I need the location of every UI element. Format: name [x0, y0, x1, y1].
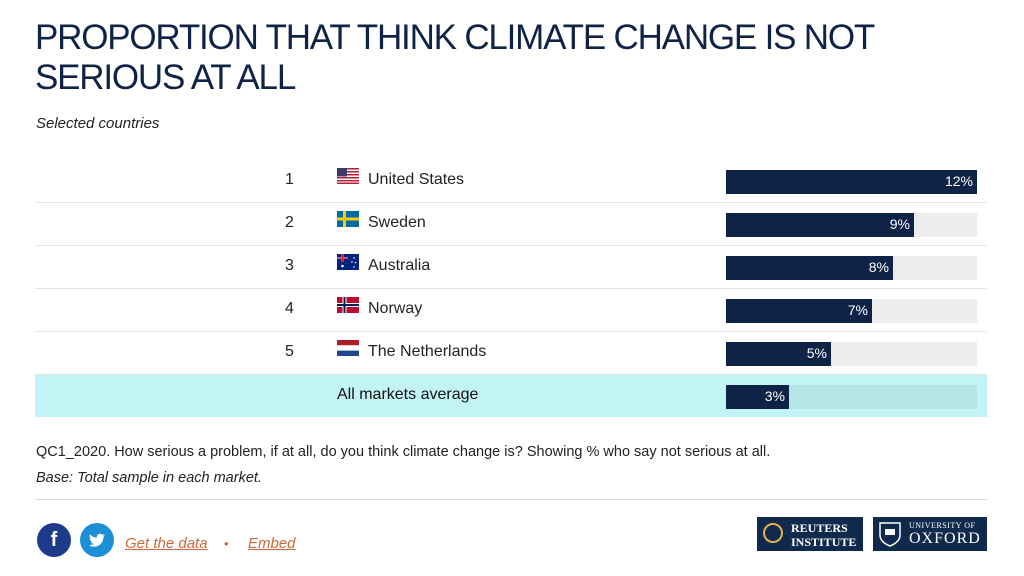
table-row: 1 United States 12%	[35, 160, 987, 203]
logo-line: REUTERS	[791, 521, 848, 535]
rank-label: 2	[285, 214, 294, 231]
bar	[726, 342, 831, 366]
chart-subtitle: Selected countries	[36, 115, 160, 132]
norway-flag-icon	[337, 297, 359, 313]
facebook-icon: f	[50, 529, 58, 551]
bar-track: 5%	[726, 342, 977, 366]
reuters-emblem-icon	[763, 523, 783, 543]
logo-line: OXFORD	[909, 530, 981, 547]
facebook-share-button[interactable]: f	[37, 523, 71, 557]
country-label: Norway	[368, 300, 423, 317]
reuters-institute-logo[interactable]: REUTERS INSTITUTE	[757, 517, 863, 551]
country-label: Sweden	[368, 214, 426, 231]
table-row: 2 Sweden 9%	[35, 203, 987, 246]
data-label: 5%	[806, 345, 827, 361]
link-separator: •	[224, 536, 229, 551]
oxford-crest-icon	[879, 522, 901, 547]
oxford-university-logo[interactable]: UNIVERSITY OF OXFORD	[873, 517, 987, 551]
survey-question: QC1_2020. How serious a problem, if at a…	[36, 444, 771, 460]
table-row: 4 Norway 7%	[35, 289, 987, 332]
rank-label: 4	[285, 300, 294, 317]
logo-line: INSTITUTE	[791, 535, 857, 549]
bar-track: 3%	[726, 385, 977, 409]
bar	[726, 299, 872, 323]
average-label: All markets average	[337, 386, 479, 403]
bar	[726, 213, 914, 237]
data-label: 3%	[764, 388, 785, 404]
average-row: All markets average 3%	[35, 375, 987, 417]
table-row: 3 Australia 8%	[35, 246, 987, 289]
bar-chart: 1 United States 12% 2 Sweden 9% 3	[35, 160, 987, 417]
bar-track: 7%	[726, 299, 977, 323]
country-label: United States	[368, 171, 465, 188]
divider	[35, 499, 987, 500]
embed-link[interactable]: Embed	[248, 535, 296, 552]
country-label: Australia	[368, 257, 431, 274]
rank-label: 3	[285, 257, 294, 274]
get-the-data-link[interactable]: Get the data	[125, 535, 208, 552]
sample-base: Base: Total sample in each market.	[36, 470, 262, 486]
table-row: 5 The Netherlands 5%	[35, 332, 987, 375]
us-flag-icon	[337, 168, 359, 184]
twitter-icon	[88, 533, 105, 547]
bar-track: 8%	[726, 256, 977, 280]
bar	[726, 256, 893, 280]
average-bar	[726, 385, 789, 409]
bar-track: 12%	[726, 170, 977, 194]
rank-label: 1	[285, 171, 294, 188]
data-label: 9%	[889, 216, 910, 232]
logo-line: UNIVERSITY OF	[909, 521, 976, 530]
australia-flag-icon	[337, 254, 359, 270]
data-label: 8%	[868, 259, 889, 275]
netherlands-flag-icon	[337, 340, 359, 356]
rank-label: 5	[285, 343, 294, 360]
bar	[726, 170, 977, 194]
country-label: The Netherlands	[368, 343, 487, 360]
twitter-share-button[interactable]	[80, 523, 114, 557]
bar-track: 9%	[726, 213, 977, 237]
data-label: 12%	[944, 173, 973, 189]
chart-title: PROPORTION THAT THINK CLIMATE CHANGE IS …	[35, 18, 875, 97]
data-label: 7%	[847, 302, 868, 318]
sweden-flag-icon	[337, 211, 359, 227]
